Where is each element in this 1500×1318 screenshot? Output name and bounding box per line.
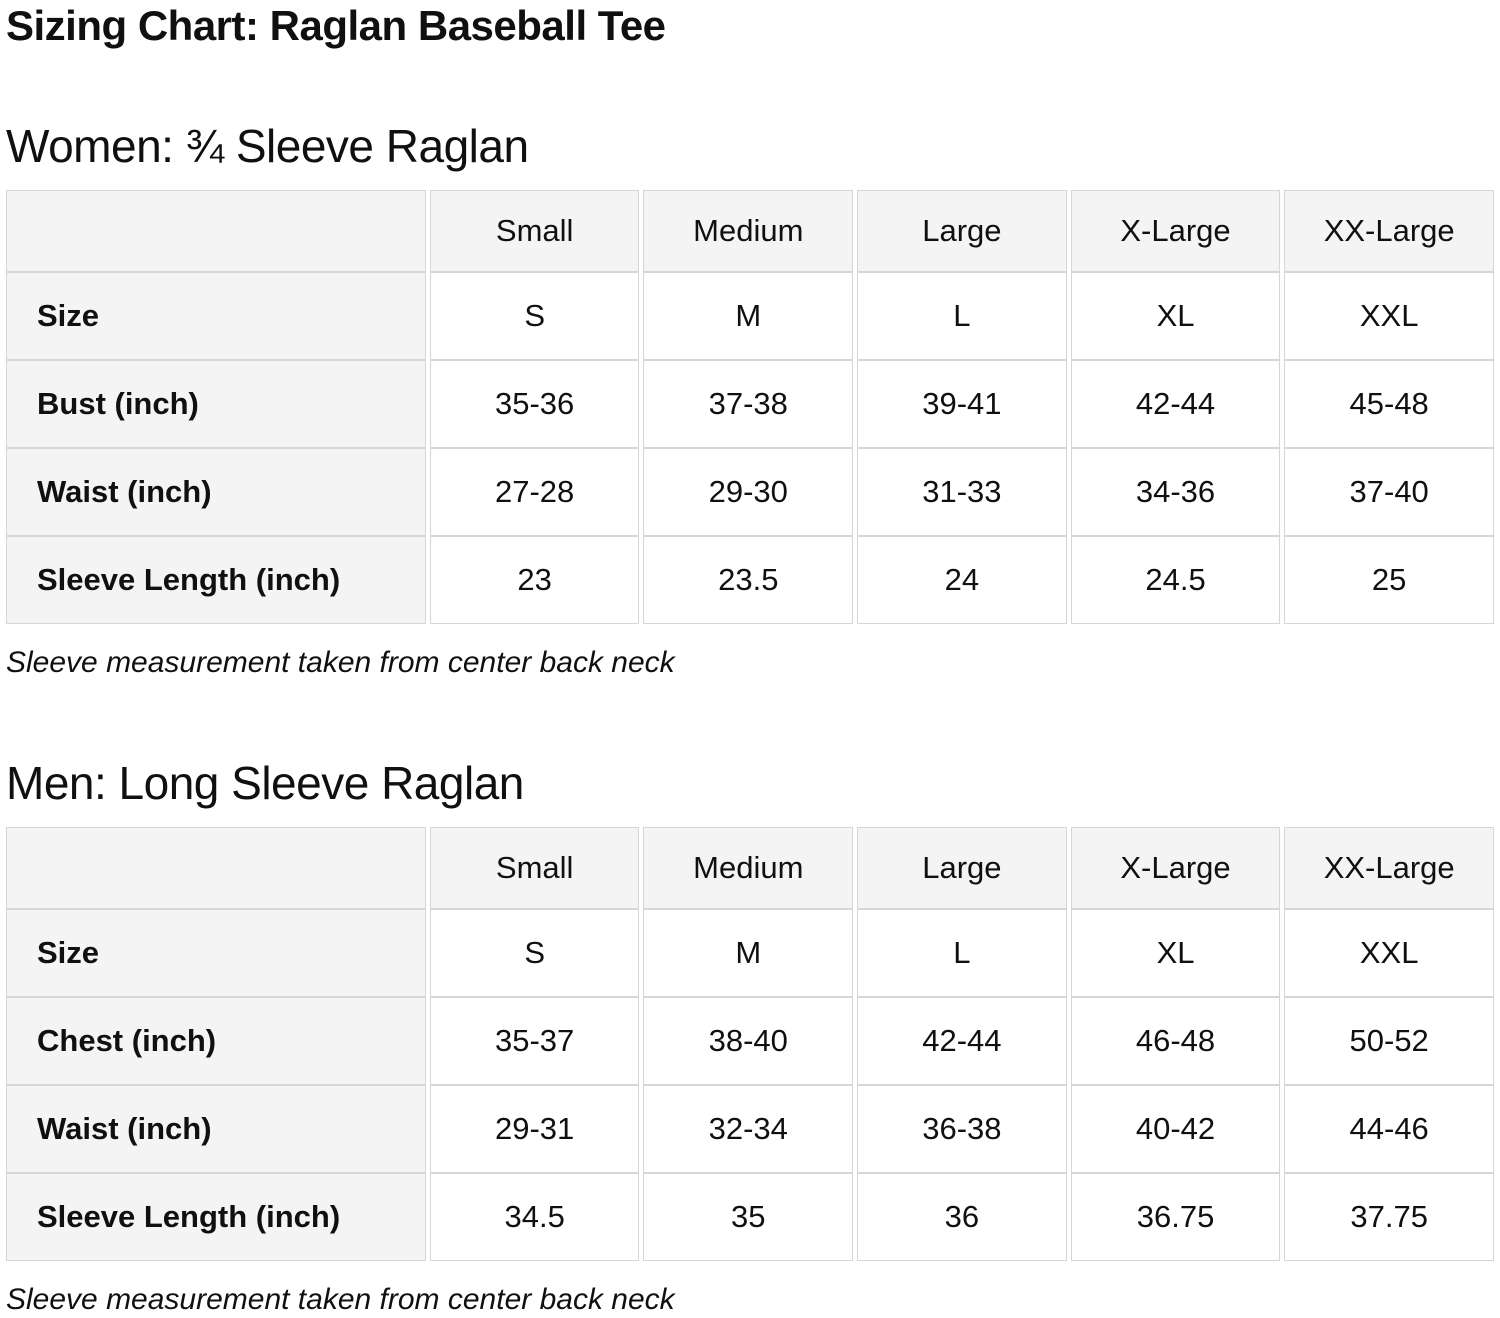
value-cell: 24 (857, 536, 1067, 625)
value-cell: 35-36 (429, 360, 640, 449)
value-cell: 37-40 (1284, 448, 1494, 537)
value-cell: 27-28 (429, 448, 640, 537)
sections-container: Women: ¾ Sleeve Raglan Small Medium Large X-… (2, 120, 1498, 1318)
row-label-cell: Bust (inch) (6, 360, 426, 449)
table-body: Size S M L XL XXL Bust (inch) 35-36 37-38 39-41 42… (6, 272, 1494, 625)
value-cell: 45-48 (1284, 360, 1494, 449)
value-cell: 23.5 (643, 536, 854, 625)
column-header-large: Large (857, 190, 1067, 273)
value-cell: S (429, 909, 640, 998)
value-cell: 29-31 (429, 1085, 640, 1174)
column-header-x-large: X-Large (1070, 190, 1281, 273)
column-header-xx-large: XX-Large (1284, 827, 1494, 910)
value-cell: L (857, 272, 1067, 361)
table-row: Waist (inch) 27-28 29-30 31-33 34-36 37-40 (6, 448, 1494, 537)
corner-cell (6, 190, 426, 273)
corner-cell (6, 827, 426, 910)
value-cell: 42-44 (857, 997, 1067, 1086)
value-cell: 37.75 (1284, 1173, 1494, 1262)
column-header-small: Small (429, 190, 640, 273)
column-header-large: Large (857, 827, 1067, 910)
row-label-cell: Waist (inch) (6, 448, 426, 537)
row-label-cell: Size (6, 909, 426, 998)
women-section-heading: Women: ¾ Sleeve Raglan (6, 120, 529, 173)
value-cell: 32-34 (643, 1085, 854, 1174)
column-header-x-large: X-Large (1070, 827, 1281, 910)
row-label-cell: Waist (inch) (6, 1085, 426, 1174)
sizing-table-men: Small Medium Large X-Large XX-Large Size S M L XL… (2, 827, 1498, 1262)
sleeve-measurement-note: Sleeve measurement taken from center bac… (6, 1283, 675, 1317)
value-cell: 39-41 (857, 360, 1067, 449)
column-header-medium: Medium (643, 827, 854, 910)
value-cell: 36 (857, 1173, 1067, 1262)
value-cell: S (429, 272, 640, 361)
men-section-heading: Men: Long Sleeve Raglan (6, 757, 524, 810)
page-title: Sizing Chart: Raglan Baseball Tee (6, 2, 666, 49)
column-header-medium: Medium (643, 190, 854, 273)
table-row: Size S M L XL XXL (6, 909, 1494, 998)
table-row: Sleeve Length (inch) 23 23.5 24 24.5 25 (6, 536, 1494, 625)
value-cell: 29-30 (643, 448, 854, 537)
value-cell: 34-36 (1070, 448, 1281, 537)
column-header-xx-large: XX-Large (1284, 190, 1494, 273)
sleeve-measurement-note: Sleeve measurement taken from center bac… (6, 646, 675, 680)
header-row: Small Medium Large X-Large XX-Large (6, 190, 1494, 273)
table-row: Sleeve Length (inch) 34.5 35 36 36.75 37.75 (6, 1173, 1494, 1262)
row-label-cell: Sleeve Length (inch) (6, 536, 426, 625)
row-label-cell: Chest (inch) (6, 997, 426, 1086)
value-cell: 31-33 (857, 448, 1067, 537)
value-cell: 46-48 (1070, 997, 1281, 1086)
value-cell: XXL (1284, 272, 1494, 361)
value-cell: XXL (1284, 909, 1494, 998)
table-body: Size S M L XL XXL Chest (inch) 35-37 38-40 42-44 4… (6, 909, 1494, 1262)
section-men: Men: Long Sleeve Raglan Small Medium Large X… (2, 757, 1498, 1318)
value-cell: 35 (643, 1173, 854, 1262)
header-row: Small Medium Large X-Large XX-Large (6, 827, 1494, 910)
value-cell: XL (1070, 909, 1281, 998)
value-cell: 50-52 (1284, 997, 1494, 1086)
table-row: Waist (inch) 29-31 32-34 36-38 40-42 44-46 (6, 1085, 1494, 1174)
value-cell: 35-37 (429, 997, 640, 1086)
table-header: Small Medium Large X-Large XX-Large (6, 827, 1494, 910)
value-cell: XL (1070, 272, 1281, 361)
row-label-cell: Size (6, 272, 426, 361)
table-row: Chest (inch) 35-37 38-40 42-44 46-48 50-52 (6, 997, 1494, 1086)
value-cell: 34.5 (429, 1173, 640, 1262)
value-cell: 40-42 (1070, 1085, 1281, 1174)
value-cell: 36-38 (857, 1085, 1067, 1174)
value-cell: 23 (429, 536, 640, 625)
column-header-small: Small (429, 827, 640, 910)
value-cell: 44-46 (1284, 1085, 1494, 1174)
table-row: Size S M L XL XXL (6, 272, 1494, 361)
value-cell: 36.75 (1070, 1173, 1281, 1262)
value-cell: 42-44 (1070, 360, 1281, 449)
sizing-table-women: Small Medium Large X-Large XX-Large Size S M L XL… (2, 190, 1498, 625)
value-cell: M (643, 909, 854, 998)
value-cell: L (857, 909, 1067, 998)
row-label-cell: Sleeve Length (inch) (6, 1173, 426, 1262)
value-cell: M (643, 272, 854, 361)
value-cell: 24.5 (1070, 536, 1281, 625)
section-women: Women: ¾ Sleeve Raglan Small Medium Large X-… (2, 120, 1498, 681)
table-header: Small Medium Large X-Large XX-Large (6, 190, 1494, 273)
value-cell: 25 (1284, 536, 1494, 625)
value-cell: 37-38 (643, 360, 854, 449)
value-cell: 38-40 (643, 997, 854, 1086)
table-row: Bust (inch) 35-36 37-38 39-41 42-44 45-48 (6, 360, 1494, 449)
